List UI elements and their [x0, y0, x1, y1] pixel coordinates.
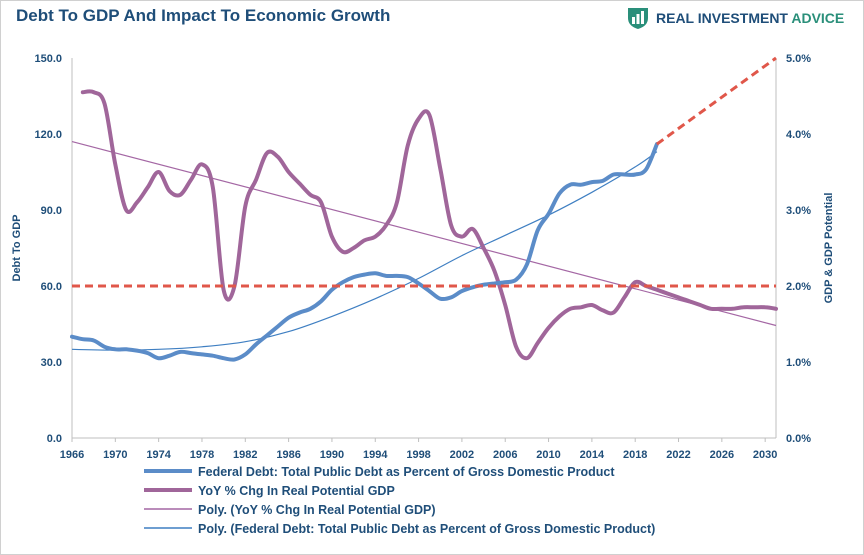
debt-trend-line: [71, 151, 658, 351]
legend: Federal Debt: Total Public Debt as Perce…: [144, 465, 655, 536]
y-tick-label: 120.0: [34, 129, 62, 141]
y-tick-label: 60.0: [41, 281, 62, 293]
x-tick-label: 2014: [580, 449, 605, 461]
x-tick-label: 2026: [710, 449, 734, 461]
legend-label: Poly. (YoY % Chg In Real Potential GDP): [198, 503, 436, 517]
y2-tick-label: 3.0%: [786, 205, 811, 217]
legend-label: Poly. (Federal Debt: Total Public Debt a…: [198, 522, 655, 536]
brand-logo: REAL INVESTMENT ADVICE: [626, 6, 844, 30]
y2-tick-label: 5.0%: [786, 53, 811, 65]
x-tick-label: 1998: [406, 449, 430, 461]
shield-logo-icon: [628, 8, 648, 29]
y2-tick-label: 1.0%: [786, 357, 811, 369]
x-tick-label: 2030: [753, 449, 777, 461]
federal-debt-line: [70, 142, 659, 362]
x-tick-label: 2010: [536, 449, 560, 461]
y2-axis-label: GDP & GDP Potential: [823, 193, 835, 304]
x-tick-label: 1974: [146, 449, 171, 461]
y-axis-label: Debt To GDP: [11, 214, 23, 281]
x-tick-label: 1986: [276, 449, 300, 461]
gdp-trend-line: [71, 141, 777, 327]
x-tick-label: 2022: [666, 449, 690, 461]
plot-area: [70, 56, 778, 362]
x-tick-label: 1990: [320, 449, 344, 461]
y2-tick-label: 0.0%: [786, 433, 811, 445]
brand-name: REAL INVESTMENT ADVICE: [656, 10, 844, 26]
gdp-potential-line: [80, 89, 778, 361]
tick-labels: 1966 1970 1974 1978 1982 1986 1990 1994 1998 2002…: [34, 53, 811, 461]
x-tick-label: 1966: [60, 449, 84, 461]
y2-tick-label: 4.0%: [786, 129, 811, 141]
x-tick-label: 2006: [493, 449, 517, 461]
x-tick-label: 1982: [233, 449, 257, 461]
legend-label: Federal Debt: Total Public Debt as Perce…: [198, 465, 615, 479]
x-tick-label: 2002: [450, 449, 474, 461]
legend-label: YoY % Chg In Real Potential GDP: [198, 484, 395, 498]
y-tick-label: 30.0: [41, 357, 62, 369]
y-tick-label: 90.0: [41, 205, 62, 217]
chart-title: Debt To GDP And Impact To Economic Growt…: [16, 6, 391, 25]
y-tick-label: 0.0: [47, 433, 62, 445]
axes: [71, 58, 777, 439]
brand-name-part1: REAL INVESTMENT: [656, 10, 788, 26]
x-tick-label: 1994: [363, 449, 388, 461]
x-tick-label: 1978: [190, 449, 214, 461]
x-tick-label: 2018: [623, 449, 647, 461]
y-tick-label: 150.0: [34, 53, 62, 65]
y2-tick-label: 2.0%: [786, 281, 811, 293]
debt-projection-dashed-line: [655, 56, 777, 146]
brand-name-part2: ADVICE: [791, 10, 845, 26]
x-tick-label: 1970: [103, 449, 127, 461]
